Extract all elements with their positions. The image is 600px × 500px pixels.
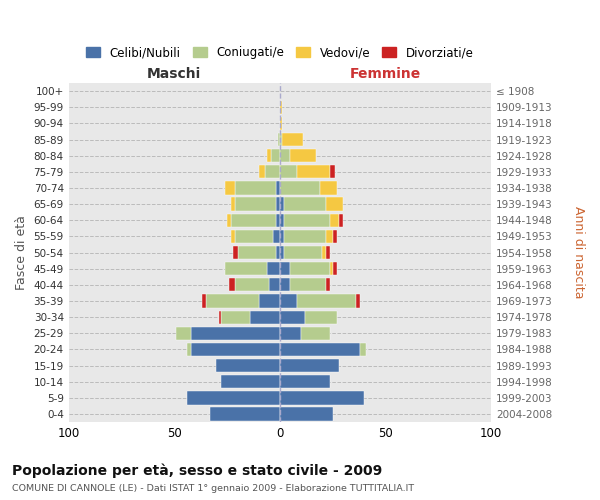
Bar <box>250 310 280 324</box>
Bar <box>191 326 280 340</box>
Bar <box>284 214 331 227</box>
Bar <box>280 198 284 210</box>
Bar <box>235 230 274 243</box>
Bar <box>326 198 343 210</box>
Bar <box>331 214 339 227</box>
Y-axis label: Fasce di età: Fasce di età <box>15 215 28 290</box>
Bar <box>235 198 275 210</box>
Bar <box>290 149 316 162</box>
Bar <box>360 343 367 356</box>
Bar <box>274 230 280 243</box>
Bar <box>284 198 326 210</box>
Bar <box>280 262 290 276</box>
Bar <box>271 149 280 162</box>
Bar <box>280 214 284 227</box>
Bar <box>275 198 280 210</box>
Bar <box>280 310 305 324</box>
Bar <box>331 262 332 276</box>
Bar <box>301 326 331 340</box>
Bar <box>326 230 332 243</box>
Bar <box>280 100 282 114</box>
Bar <box>221 310 250 324</box>
Bar <box>191 343 280 356</box>
Bar <box>332 230 337 243</box>
Bar <box>210 408 280 420</box>
Bar <box>280 182 320 194</box>
Bar <box>280 246 284 259</box>
Bar <box>238 246 275 259</box>
Bar <box>217 359 280 372</box>
Text: COMUNE DI CANNOLE (LE) - Dati ISTAT 1° gennaio 2009 - Elaborazione TUTTITALIA.IT: COMUNE DI CANNOLE (LE) - Dati ISTAT 1° g… <box>12 484 414 493</box>
Legend: Celibi/Nubili, Coniugati/e, Vedovi/e, Divorziati/e: Celibi/Nubili, Coniugati/e, Vedovi/e, Di… <box>82 42 478 64</box>
Bar <box>259 294 280 308</box>
Bar <box>275 214 280 227</box>
Bar <box>280 326 301 340</box>
Bar <box>296 294 356 308</box>
Bar <box>225 262 267 276</box>
Bar <box>259 165 265 178</box>
Bar <box>231 214 275 227</box>
Bar <box>320 182 337 194</box>
Bar <box>206 294 259 308</box>
Bar <box>269 278 280 291</box>
Text: Popolazione per età, sesso e stato civile - 2009: Popolazione per età, sesso e stato civil… <box>12 464 382 478</box>
Bar <box>280 392 364 404</box>
Bar <box>296 165 331 178</box>
Bar <box>331 165 335 178</box>
Bar <box>267 149 271 162</box>
Bar <box>176 326 191 340</box>
Text: Maschi: Maschi <box>147 66 202 80</box>
Y-axis label: Anni di nascita: Anni di nascita <box>572 206 585 299</box>
Bar <box>275 246 280 259</box>
Bar <box>290 278 326 291</box>
Bar <box>265 165 280 178</box>
Bar <box>280 359 339 372</box>
Bar <box>280 133 282 146</box>
Bar <box>231 230 235 243</box>
Bar <box>233 246 238 259</box>
Bar <box>280 343 360 356</box>
Bar <box>187 392 280 404</box>
Bar <box>284 246 322 259</box>
Bar <box>305 310 337 324</box>
Bar <box>187 343 191 356</box>
Bar <box>229 278 235 291</box>
Bar <box>235 182 275 194</box>
Bar <box>267 262 280 276</box>
Bar <box>278 133 280 146</box>
Bar <box>339 214 343 227</box>
Bar <box>322 246 326 259</box>
Bar <box>218 310 221 324</box>
Bar <box>280 116 282 130</box>
Bar <box>280 375 331 388</box>
Bar <box>282 133 303 146</box>
Bar <box>225 182 235 194</box>
Bar <box>280 278 290 291</box>
Bar <box>326 246 331 259</box>
Text: Femmine: Femmine <box>350 66 421 80</box>
Bar <box>202 294 206 308</box>
Bar <box>280 165 296 178</box>
Bar <box>280 294 296 308</box>
Bar <box>275 182 280 194</box>
Bar <box>280 149 290 162</box>
Bar <box>280 408 332 420</box>
Bar <box>326 278 331 291</box>
Bar <box>280 230 284 243</box>
Bar <box>227 214 231 227</box>
Bar <box>356 294 360 308</box>
Bar <box>221 375 280 388</box>
Bar <box>290 262 331 276</box>
Bar <box>332 262 337 276</box>
Bar <box>284 230 326 243</box>
Bar <box>231 198 235 210</box>
Bar <box>235 278 269 291</box>
